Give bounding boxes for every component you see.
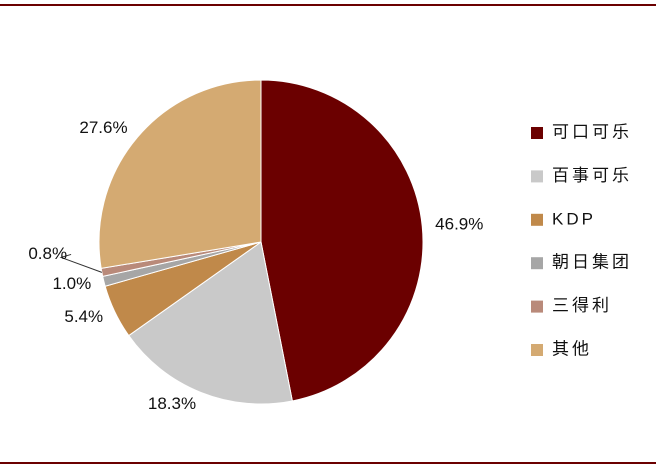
- legend-label: 百事可乐: [552, 166, 632, 185]
- data-label: 1.0%: [52, 274, 91, 293]
- data-label: 5.4%: [64, 307, 103, 326]
- legend-swatch: [531, 127, 543, 139]
- legend-swatch: [531, 344, 543, 356]
- data-label: 27.6%: [79, 118, 127, 137]
- legend-label: 朝日集团: [552, 253, 632, 272]
- pie-slice: [128, 241, 293, 405]
- legend-label: KDP: [552, 209, 596, 228]
- legend-label: 其他: [552, 339, 592, 358]
- legend-swatch: [531, 257, 543, 270]
- pie-slice: [98, 79, 262, 269]
- data-label: 0.8%: [28, 244, 67, 263]
- legend-label: 可口可乐: [552, 122, 632, 141]
- pie-slice: [260, 79, 424, 402]
- legend-swatch: [531, 213, 543, 226]
- legend-label: 三得利: [552, 296, 612, 315]
- data-label: 18.3%: [148, 394, 196, 413]
- legend-swatch: [531, 170, 543, 183]
- legend-swatch: [531, 300, 543, 313]
- data-label: 46.9%: [435, 214, 483, 233]
- leader-line: [59, 253, 103, 273]
